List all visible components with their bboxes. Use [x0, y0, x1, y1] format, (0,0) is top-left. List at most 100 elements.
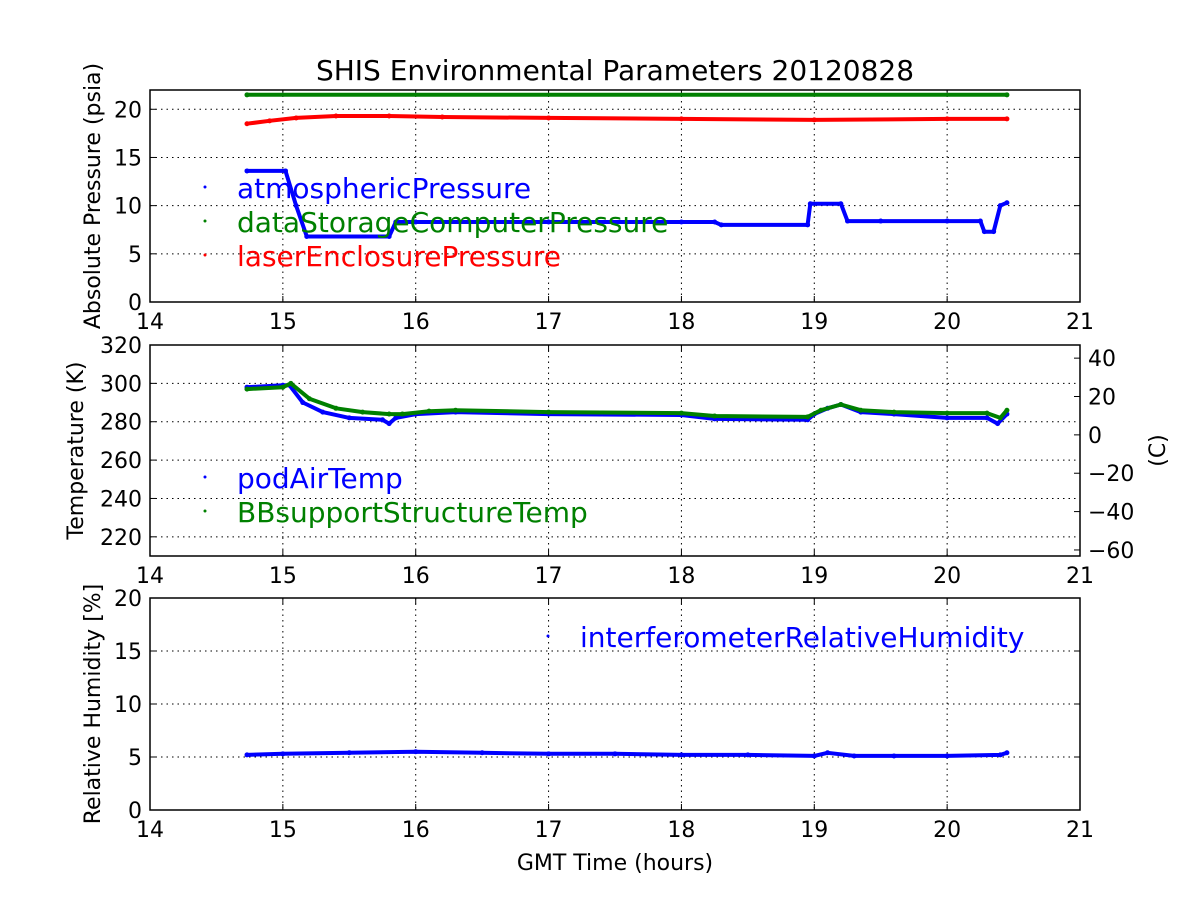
data-point	[333, 405, 339, 411]
data-point	[811, 753, 817, 759]
y2-tick-label: −20	[1088, 462, 1134, 487]
data-point	[807, 201, 813, 207]
data-point	[981, 229, 987, 235]
data-point	[1004, 200, 1010, 206]
data-point	[244, 386, 250, 392]
data-point	[805, 222, 811, 228]
data-point	[858, 407, 864, 413]
data-point	[678, 219, 684, 225]
data-point	[612, 751, 618, 757]
data-point	[712, 413, 718, 419]
data-point	[712, 219, 718, 225]
data-point	[678, 116, 684, 122]
y-tick-label: 220	[100, 526, 142, 551]
data-point	[997, 415, 1003, 421]
y2-axis-label: (C)	[1146, 434, 1171, 467]
data-point	[546, 409, 552, 415]
legend-marker	[203, 475, 207, 479]
x-tick-label: 21	[1066, 564, 1094, 589]
data-point	[393, 219, 399, 225]
y-axis-label: Temperature (K)	[64, 362, 89, 541]
data-point	[745, 752, 751, 758]
data-point	[306, 396, 312, 402]
data-point	[280, 384, 286, 390]
data-point	[386, 233, 392, 239]
data-point	[944, 218, 950, 224]
data-point	[283, 168, 289, 174]
y-tick-label: 300	[100, 372, 142, 397]
x-tick-label: 21	[1066, 818, 1094, 843]
data-point	[426, 408, 432, 414]
legend-label: laserEnclosurePressure	[237, 240, 561, 273]
x-tick-label: 15	[269, 818, 297, 843]
x-tick-label: 18	[667, 310, 695, 335]
y-tick-label: 5	[128, 746, 142, 771]
y-axis-label: Relative Humidity [%]	[81, 584, 106, 825]
data-point	[878, 218, 884, 224]
data-point	[995, 421, 1001, 427]
data-point	[453, 407, 459, 413]
data-point	[811, 117, 817, 123]
y-axis-label: Absolute Pressure (psia)	[81, 63, 106, 329]
temperature-panel: 14 15 16 17 18 19 20 21 220 240 260 280 300 320 −60 −40…	[64, 334, 1171, 589]
axes-frame	[149, 89, 1081, 303]
y-tick-label: 20	[114, 98, 142, 123]
series-line	[246, 381, 1009, 420]
series-BBsupportStructureTemp	[244, 380, 1010, 421]
data-point	[293, 203, 299, 209]
data-point	[825, 750, 831, 756]
data-point	[413, 219, 419, 225]
data-point	[845, 218, 850, 224]
data-point	[1004, 407, 1010, 413]
series-line	[246, 749, 1008, 758]
legend-marker	[203, 509, 207, 513]
x-tick-label: 16	[402, 818, 430, 843]
data-point	[320, 409, 326, 415]
x-tick-label: 17	[535, 310, 563, 335]
data-point	[399, 411, 405, 417]
data-point	[288, 380, 294, 386]
y-tick-label: 0	[128, 799, 142, 824]
data-point	[891, 409, 897, 415]
x-tick-label: 17	[535, 818, 563, 843]
legend-marker	[203, 253, 207, 257]
x-tick-label: 17	[535, 564, 563, 589]
data-point	[838, 201, 844, 207]
legend-marker	[203, 219, 207, 223]
series-laserEnclosurePressure	[244, 113, 1010, 127]
data-point	[439, 114, 445, 120]
x-tick-label: 20	[933, 310, 961, 335]
y-tick-label: 10	[114, 693, 142, 718]
data-point	[546, 115, 552, 121]
data-point	[360, 409, 366, 415]
x-tick-label: 15	[269, 310, 297, 335]
legend-marker	[546, 634, 550, 638]
data-point	[944, 410, 950, 416]
data-point	[991, 229, 997, 235]
legend-marker	[203, 185, 207, 189]
x-tick-label: 16	[402, 310, 430, 335]
data-point	[304, 233, 310, 239]
data-point	[944, 415, 950, 421]
x-tick-label: 16	[402, 564, 430, 589]
y2-tick-label: 20	[1088, 386, 1116, 411]
data-point	[838, 401, 844, 407]
y-tick-label: 0	[128, 291, 142, 316]
series-interferometerRelativeHumidity	[244, 749, 1010, 759]
y-tick-label: 260	[100, 449, 142, 474]
y-tick-label: 10	[114, 195, 142, 220]
axes-frame	[149, 597, 1081, 811]
data-point	[546, 751, 552, 757]
data-point	[1004, 92, 1010, 98]
data-point	[997, 752, 1003, 758]
data-point	[891, 753, 897, 759]
x-tick-label: 14	[136, 564, 164, 589]
axes-frame	[149, 344, 1081, 557]
data-point	[851, 753, 857, 759]
legend-label: dataStorageComputerPressure	[237, 206, 668, 239]
data-point	[805, 414, 811, 420]
x-tick-label: 14	[136, 818, 164, 843]
legend-label: podAirTemp	[237, 462, 403, 495]
data-point	[293, 115, 299, 121]
y-tick-label: 5	[128, 243, 142, 268]
